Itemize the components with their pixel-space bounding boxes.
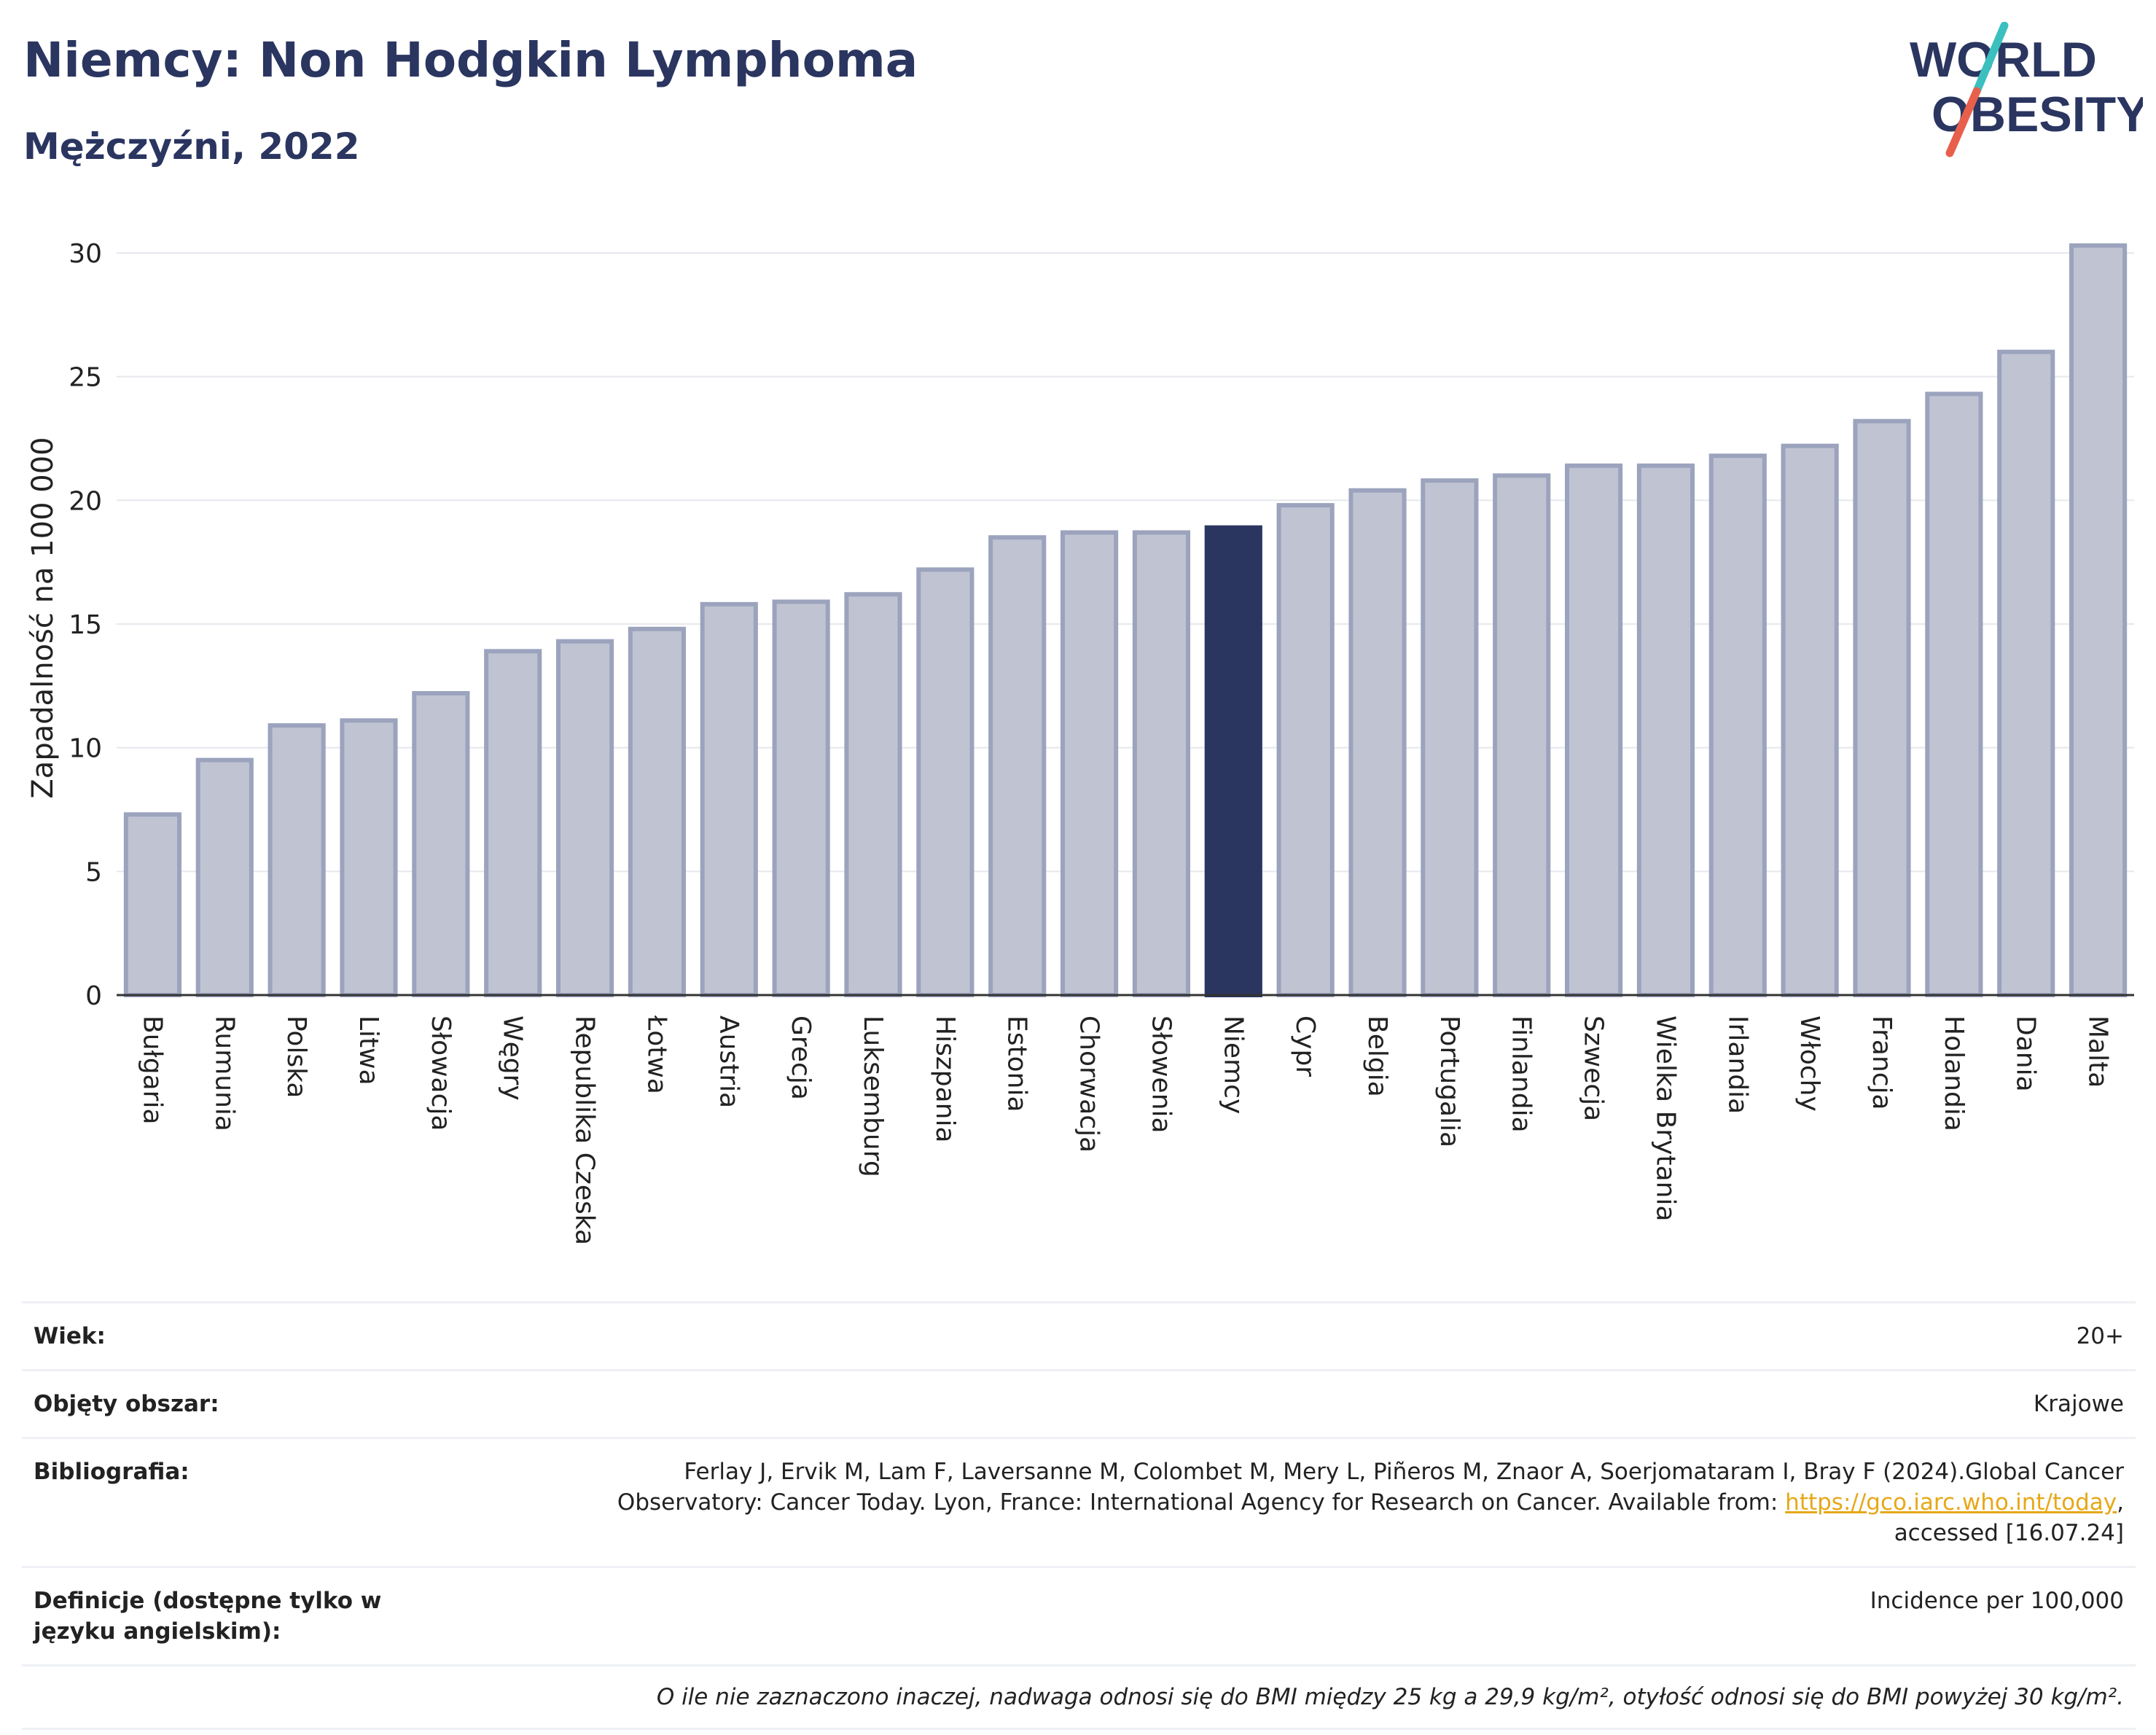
x-tick-label: Rumunia (209, 1015, 239, 1131)
bar-irlandia (1708, 453, 1767, 997)
logo-slash-bottom (1945, 87, 1981, 157)
y-tick-label: 20 (69, 486, 102, 516)
bar-portugalia (1421, 478, 1479, 997)
y-tick-label: 0 (85, 981, 102, 1011)
bar-dania (1997, 349, 2055, 998)
bar-republika-czeska (555, 639, 614, 998)
bar-belgia (1348, 488, 1407, 997)
x-tick-label: Holandia (1939, 1015, 1969, 1131)
world-obesity-logo: WORLD OBESITY (1910, 22, 2143, 157)
x-tick-label: Austria (714, 1015, 743, 1108)
page-title: Niemcy: Non Hodgkin Lymphoma (23, 32, 918, 88)
y-tick-label: 15 (69, 610, 102, 640)
x-tick-label: Łotwa (641, 1015, 671, 1094)
x-tick-label: Irlandia (1722, 1015, 1752, 1114)
bibliography-link[interactable]: https://gco.iarc.who.int/today (1785, 1489, 2117, 1516)
bar-wielka-brytania (1636, 463, 1695, 997)
area-value: Krajowe (2033, 1391, 2124, 1417)
y-tick-label: 30 (69, 239, 102, 269)
bar-rumunia (195, 757, 254, 997)
x-tick-label: Republika Czeska (570, 1015, 600, 1245)
x-tick-label: Słowacja (426, 1015, 456, 1131)
bar-francja (1853, 418, 1911, 997)
bar-słowacja (412, 691, 470, 997)
bar-hiszpania (916, 567, 975, 997)
info-row-area: Objęty obszar: Krajowe (22, 1369, 2136, 1437)
bar-malta (2069, 243, 2128, 998)
bibliography-value: Ferlay J, Ervik M, Lam F, Laversanne M, … (617, 1457, 2124, 1548)
info-row-definitions: Definicje (dostępne tylko w języku angie… (22, 1566, 2136, 1664)
bibliography-text-3: , (2117, 1489, 2124, 1516)
y-tick-label: 10 (69, 734, 102, 764)
bar-austria (700, 601, 758, 997)
info-row-bibliography: Bibliografia: Ferlay J, Ervik M, Lam F, … (22, 1437, 2136, 1566)
logo-line1: WORLD (1910, 32, 2097, 87)
age-label: Wiek: (34, 1323, 106, 1349)
bibliography-text-4: accessed [16.07.24] (1894, 1520, 2124, 1546)
bar-węgry (484, 649, 542, 997)
y-axis-label: Zapadalność na 100 000 (26, 437, 60, 798)
footnote: O ile nie zaznaczono inaczej, nadwaga od… (656, 1684, 2124, 1710)
x-tick-label: Grecja (786, 1015, 816, 1100)
page-subtitle: Mężczyźni, 2022 (23, 125, 360, 168)
x-tick-label: Luksemburg (858, 1015, 888, 1177)
x-tick-label: Szwecja (1579, 1015, 1609, 1121)
bar-bułgaria (123, 812, 182, 997)
definitions-label: Definicje (dostępne tylko w języku angie… (34, 1588, 382, 1645)
x-tick-label: Hiszpania (930, 1015, 960, 1143)
x-tick-label: Niemcy (1218, 1015, 1248, 1114)
x-tick-label: Wielka Brytania (1650, 1015, 1680, 1222)
x-tick-label: Bułgaria (137, 1015, 167, 1125)
x-tick-label: Polska (281, 1015, 311, 1098)
bar-polska (267, 723, 326, 997)
bibliography-label: Bibliografia: (34, 1459, 190, 1485)
x-tick-label: Portugalia (1434, 1015, 1464, 1147)
info-table: Wiek: 20+ Objęty obszar: Krajowe Bibliog… (22, 1301, 2136, 1730)
bar-słowenia (1132, 530, 1191, 997)
bar-holandia (1925, 391, 1983, 997)
definitions-value: Incidence per 100,000 (1870, 1588, 2124, 1614)
x-tick-label: Węgry (498, 1015, 528, 1101)
bar-włochy (1781, 443, 1839, 997)
bibliography-text-1: Ferlay J, Ervik M, Lam F, Laversanne M, … (684, 1459, 2124, 1485)
logo-slash-top (1972, 22, 2009, 95)
bibliography-text-2: Observatory: Cancer Today. Lyon, France:… (617, 1489, 1786, 1516)
age-value: 20+ (2076, 1323, 2124, 1349)
x-tick-label: Malta (2083, 1015, 2113, 1088)
x-tick-label: Chorwacja (1074, 1015, 1104, 1153)
y-tick-label: 5 (85, 857, 102, 887)
y-tick-label: 25 (69, 363, 102, 393)
bar-chart: 0 5 10 15 20 25 30 Zapadalność na 100 000 Bułgar… (26, 239, 2134, 1245)
area-label: Objęty obszar: (34, 1391, 219, 1417)
x-tick-label: Francja (1867, 1015, 1897, 1110)
bar-estonia (988, 535, 1047, 997)
bar-łotwa (628, 626, 687, 998)
bar-finlandia (1493, 473, 1551, 997)
x-tick-label: Słowenia (1146, 1015, 1176, 1134)
bar-niemcy (1204, 525, 1262, 997)
info-row-age: Wiek: 20+ (22, 1301, 2136, 1369)
x-tick-label: Finlandia (1507, 1015, 1536, 1133)
bar-chorwacja (1060, 530, 1119, 997)
bar-luksemburg (844, 592, 902, 997)
x-tick-label: Dania (2011, 1015, 2041, 1092)
x-tick-label: Włochy (1794, 1015, 1824, 1112)
bar-grecja (772, 599, 830, 997)
x-tick-label: Estonia (1002, 1015, 1032, 1112)
x-tick-label: Belgia (1362, 1015, 1392, 1097)
bar-szwecja (1564, 463, 1623, 997)
x-tick-label: Litwa (354, 1015, 383, 1085)
x-tick-label: Cypr (1290, 1015, 1320, 1077)
info-row-note: O ile nie zaznaczono inaczej, nadwaga od… (22, 1664, 2136, 1730)
bar-litwa (340, 718, 398, 997)
bar-cypr (1276, 503, 1335, 997)
